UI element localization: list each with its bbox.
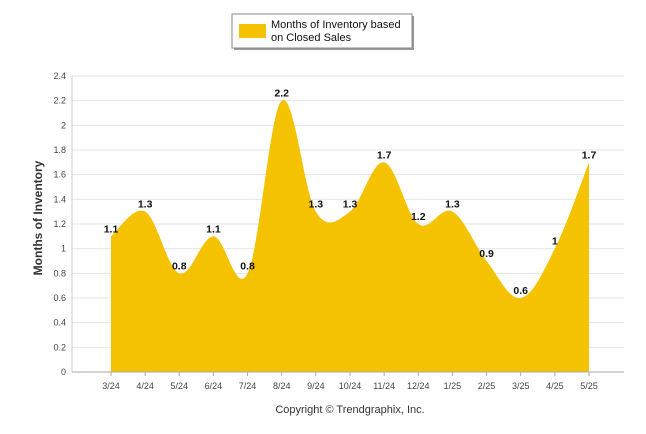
legend[interactable]: Months of Inventory based on Closed Sale… (231, 13, 414, 50)
data-label: 0.8 (172, 260, 187, 272)
legend-label-line-1: Months of Inventory based (271, 19, 401, 31)
y-tick-label: 0 (61, 367, 66, 377)
x-tick-label: 1/25 (444, 381, 462, 391)
y-tick-label: 2.2 (53, 96, 66, 106)
x-tick-label: 11/24 (373, 381, 395, 391)
x-tick-label: 2/25 (478, 381, 496, 391)
x-tick-label: 3/25 (512, 381, 530, 391)
x-tick-label: 4/24 (136, 381, 154, 391)
x-axis: 3/24 4/24 5/24 6/24 7/24 8/24 9/24 10/24 11/24 12… (72, 371, 624, 391)
y-tick-label: 1.4 (53, 194, 66, 204)
data-label: 0.6 (513, 285, 528, 297)
data-label: 1.1 (206, 223, 221, 235)
x-tick-label: 3/24 (102, 381, 120, 391)
area-fill (111, 99, 589, 373)
data-label: 0.8 (240, 260, 255, 272)
x-tick-label: 12/24 (407, 381, 430, 391)
x-tick-label: 8/24 (273, 381, 291, 391)
y-tick-label: 1 (61, 244, 66, 254)
area-series (111, 99, 589, 373)
y-axis-title: Months of Inventory (31, 160, 45, 275)
x-tick-label: 4/25 (546, 381, 564, 391)
data-labels: 1.1 1.3 0.8 1.1 0.8 2.2 1.3 1.3 1.7 1.2 1.3 0.9 0.6 1… (104, 88, 597, 297)
x-tick-label: 6/24 (205, 381, 223, 391)
y-axis: 0 0.2 0.4 0.6 0.8 1 1.2 1.4 1.6 1.8 2 2.2 2.4 (53, 71, 73, 377)
y-tick-label: 0.4 (53, 318, 66, 328)
x-tick-label: 9/24 (307, 381, 325, 391)
x-tick-label: 7/24 (239, 381, 257, 391)
x-tick-label: 5/25 (580, 381, 598, 391)
data-label: 1 (552, 236, 558, 248)
data-label: 1.3 (309, 199, 324, 211)
y-tick-label: 1.8 (53, 145, 66, 155)
y-tick-label: 0.6 (53, 293, 66, 303)
y-tick-label: 0.8 (53, 268, 66, 278)
y-tick-label: 2.4 (53, 71, 66, 81)
y-tick-label: 1.2 (53, 219, 66, 229)
data-label: 2.2 (274, 88, 289, 100)
legend-label-line-2: on Closed Sales (271, 32, 352, 44)
data-label: 1.2 (411, 211, 426, 223)
copyright-text: Copyright © Trendgraphix, Inc. (275, 404, 424, 416)
data-label: 1.1 (104, 223, 119, 235)
data-label: 0.9 (479, 248, 494, 260)
data-label: 1.3 (138, 199, 153, 211)
data-label: 1.3 (343, 199, 358, 211)
data-label: 1.7 (582, 149, 597, 161)
data-label: 1.7 (377, 149, 392, 161)
y-tick-label: 1.6 (53, 170, 66, 180)
x-tick-label: 5/24 (171, 381, 189, 391)
x-tick-label: 10/24 (339, 381, 362, 391)
y-tick-label: 0.2 (53, 342, 66, 352)
data-label: 1.3 (445, 199, 460, 211)
legend-swatch (239, 24, 266, 38)
y-tick-label: 2 (61, 120, 66, 130)
